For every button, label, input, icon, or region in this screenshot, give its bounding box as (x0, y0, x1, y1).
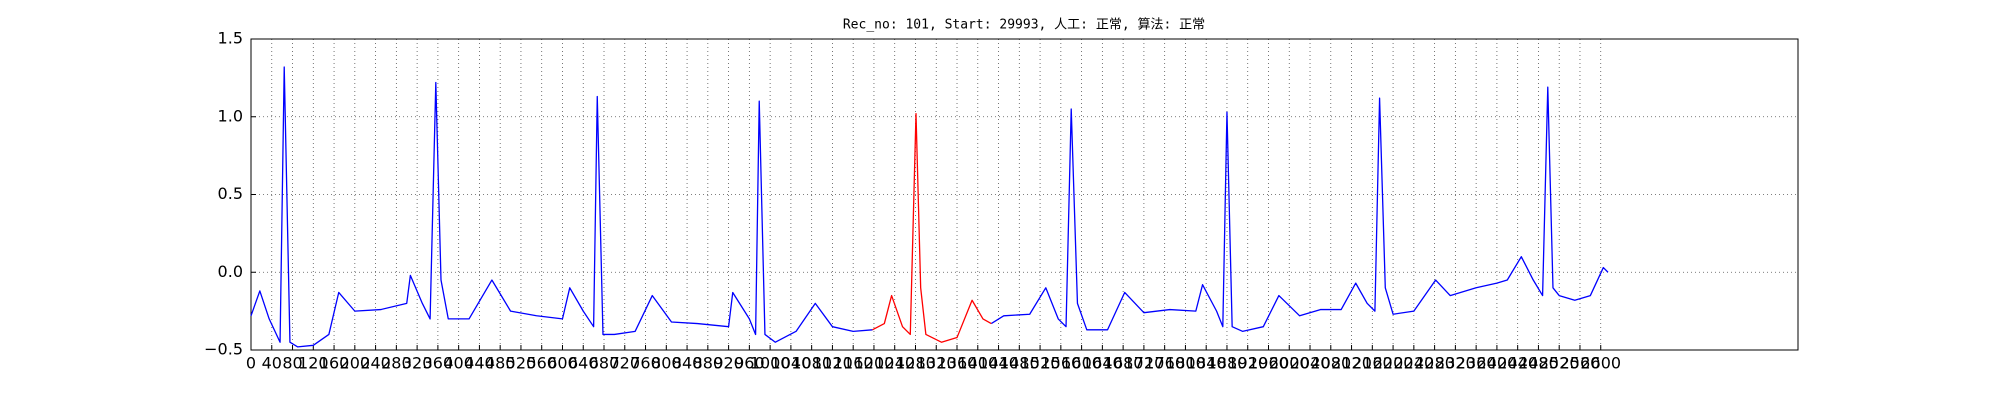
ecg-line (872, 112, 992, 343)
x-tick-label: 1560 (1040, 354, 1081, 373)
x-tick-label: 960 (734, 354, 765, 373)
x-tick-label: 2120 (1331, 354, 1372, 373)
x-tick-label: 1080 (791, 354, 832, 373)
ecg-line (250, 66, 1609, 348)
x-tick-label: 2520 (1539, 354, 1580, 373)
x-tick-label: 840 (672, 354, 703, 373)
x-tick-label: 800 (651, 354, 682, 373)
x-tick-label: 2560 (1560, 354, 1601, 373)
x-tick-label: 1600 (1061, 354, 1102, 373)
x-tick-label: 560 (526, 354, 557, 373)
x-tick-label: 1880 (1207, 354, 1248, 373)
x-tick-label: 2320 (1435, 354, 1476, 373)
x-tick-label: 80 (282, 354, 302, 373)
x-tick-label: 2200 (1373, 354, 1414, 373)
x-tick-label: 640 (568, 354, 599, 373)
x-tick-label: 1960 (1248, 354, 1289, 373)
y-tick-label: 0.5 (218, 184, 243, 203)
x-tick-label: 2400 (1477, 354, 1518, 373)
x-tick-label: 880 (693, 354, 724, 373)
x-tick-label: 2160 (1352, 354, 1393, 373)
x-tick-label: 280 (381, 354, 412, 373)
plot-frame (250, 38, 1799, 351)
x-tick-label: 1400 (957, 354, 998, 373)
x-tick-label: 1840 (1186, 354, 1227, 373)
x-tick-label: 440 (464, 354, 495, 373)
x-tick-label: 400 (443, 354, 474, 373)
x-tick-label: 720 (609, 354, 640, 373)
x-tick-label: 1680 (1103, 354, 1144, 373)
x-tick-label: 480 (485, 354, 516, 373)
x-tick-label: 520 (506, 354, 537, 373)
chart-title: Rec_no: 101, Start: 29993, 人工: 正常, 算法: 正… (843, 18, 1205, 33)
x-tick-label: 1200 (854, 354, 895, 373)
x-tick-label: 1720 (1124, 354, 1165, 373)
x-tick-label: 2440 (1497, 354, 1538, 373)
x-tick-label: 160 (319, 354, 350, 373)
x-tick-label: 2040 (1290, 354, 1331, 373)
x-tick-label: 1320 (916, 354, 957, 373)
x-tick-label: 2080 (1310, 354, 1351, 373)
x-tick-label: 760 (630, 354, 661, 373)
x-tick-label: 920 (713, 354, 744, 373)
x-tick-label: 1240 (874, 354, 915, 373)
x-tick-label: 320 (402, 354, 433, 373)
x-tick-label: 600 (547, 354, 578, 373)
x-tick-label: 0 (246, 354, 256, 373)
x-tick-label: 1280 (895, 354, 936, 373)
x-tick-label: 2360 (1456, 354, 1497, 373)
y-tick-label: −0.5 (204, 340, 243, 359)
x-tick-label: 1520 (1020, 354, 1061, 373)
x-tick-label: 1000 (750, 354, 791, 373)
x-tick-label: 2240 (1393, 354, 1434, 373)
x-tick-label: 1760 (1144, 354, 1185, 373)
x-tick-label: 1480 (999, 354, 1040, 373)
x-tick-label: 1920 (1227, 354, 1268, 373)
x-tick-label: 1360 (937, 354, 978, 373)
x-tick-label: 1040 (771, 354, 812, 373)
x-tick-label: 120 (298, 354, 329, 373)
y-tick-label: 1.0 (218, 106, 243, 125)
x-tick-label: 2000 (1269, 354, 1310, 373)
x-tick-label: 200 (340, 354, 371, 373)
x-tick-label: 360 (423, 354, 454, 373)
x-tick-label: 1640 (1082, 354, 1123, 373)
x-tick-label: 1800 (1165, 354, 1206, 373)
x-tick-label: 1440 (978, 354, 1019, 373)
x-tick-label: 680 (589, 354, 620, 373)
x-tick-label: 240 (360, 354, 391, 373)
y-tick-label: 1.5 (218, 29, 243, 48)
x-tick-label: 1120 (812, 354, 853, 373)
x-tick-label: 40 (262, 354, 282, 373)
x-tick-label: 2600 (1580, 354, 1621, 373)
x-tick-label: 2480 (1518, 354, 1559, 373)
x-tick-label: 1160 (833, 354, 874, 373)
y-tick-label: 0.0 (218, 262, 243, 281)
x-tick-label: 2280 (1414, 354, 1455, 373)
